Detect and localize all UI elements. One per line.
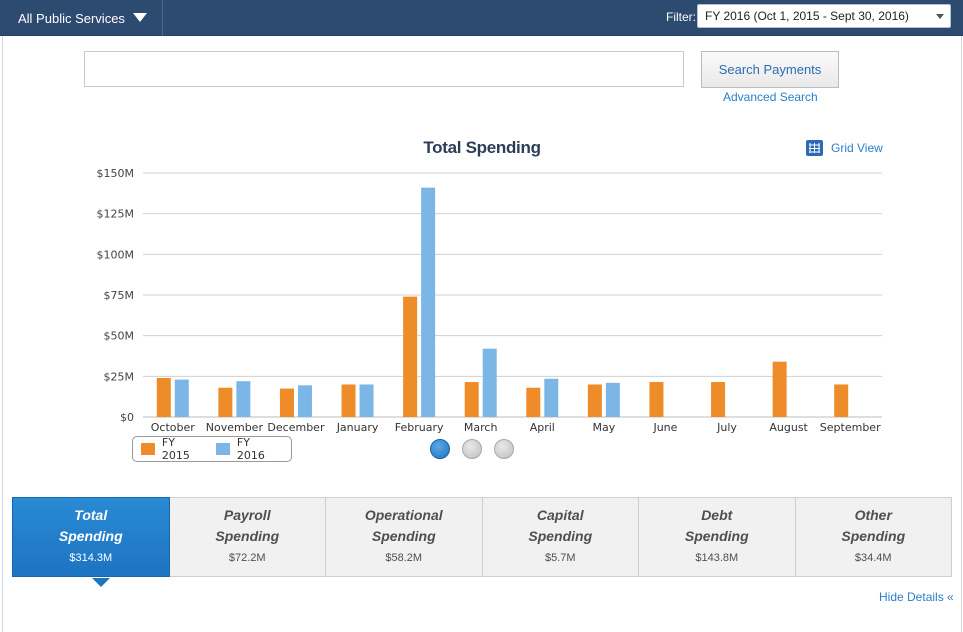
x-tick-label: December (267, 421, 325, 434)
legend-swatch (141, 443, 155, 455)
y-tick-label: $125M (97, 208, 135, 221)
bar-fy-2015 (649, 382, 664, 417)
tab-title-line1: Capital (536, 507, 584, 523)
tab-title-line2: Spending (841, 528, 906, 544)
bar-fy-2015 (711, 382, 726, 417)
tab-title-line1: Total (74, 507, 108, 523)
tab-amount: $5.7M (544, 552, 576, 564)
chart-legend: FY 2015 FY 2016 (132, 436, 292, 462)
tab-title-line2: Spending (528, 528, 593, 544)
bar-fy-2015 (218, 387, 233, 417)
bar-fy-2016 (174, 379, 189, 417)
tab-title-line2: Spending (684, 528, 749, 544)
x-tick-label: February (395, 421, 444, 434)
tab-amount: $314.3M (69, 552, 113, 564)
legend-label: FY 2015 (161, 436, 190, 462)
legend-label: FY 2016 (236, 436, 265, 462)
x-tick-label: September (820, 421, 881, 434)
hide-details-link[interactable]: Hide Details « (879, 590, 954, 604)
tab-amount: $143.8M (695, 552, 739, 564)
x-tick-label: May (593, 421, 616, 434)
y-tick-label: $100M (97, 248, 135, 261)
x-tick-label: November (206, 421, 264, 434)
bar-fy-2015 (772, 361, 787, 417)
bar-fy-2016 (421, 187, 436, 417)
x-tick-label: July (716, 421, 737, 434)
search-input[interactable] (84, 51, 684, 87)
service-dropdown[interactable]: All Public Services (0, 0, 163, 36)
filter-label: Filter: (666, 10, 696, 24)
x-tick-label: August (769, 421, 808, 434)
search-payments-button[interactable]: Search Payments (701, 51, 839, 88)
x-tick-label: January (336, 421, 379, 434)
x-tick-label: March (464, 421, 498, 434)
y-tick-label: $75M (104, 289, 135, 302)
bar-fy-2015 (464, 382, 479, 417)
y-tick-label: $50M (104, 330, 135, 343)
chart-page-dot-3[interactable] (494, 439, 514, 459)
tab-title-line1: Debt (701, 507, 733, 523)
bar-fy-2016 (605, 382, 620, 417)
bar-fy-2015 (526, 387, 541, 417)
grid-view-label: Grid View (831, 141, 883, 155)
filter-selected-value: FY 2016 (Oct 1, 2015 - Sept 30, 2016) (705, 9, 909, 23)
active-tab-pointer (92, 578, 110, 587)
tab-title-line1: Payroll (223, 507, 271, 523)
x-tick-label: April (530, 421, 555, 434)
tab-debt-spending[interactable]: Debt Spending $143.8M (639, 497, 796, 577)
chart-page-dot-1[interactable] (430, 439, 450, 459)
bar-fy-2016 (236, 381, 251, 417)
tab-total-spending[interactable]: Total Spending $314.3M (12, 497, 170, 587)
chart-title: Total Spending (423, 138, 541, 157)
y-tick-label: $0 (120, 411, 134, 424)
bar-fy-2015 (403, 296, 418, 417)
tab-title-line2: Spending (371, 528, 436, 544)
tab-capital-spending[interactable]: Capital Spending $5.7M (482, 497, 639, 577)
x-tick-label: October (151, 421, 195, 434)
legend-item-fy2015[interactable]: FY 2015 (141, 436, 206, 462)
spending-category-tabs: Total Spending $314.3M Payroll Spending … (12, 497, 952, 587)
y-tick-label: $25M (104, 370, 135, 383)
tab-title-line1: Other (854, 507, 892, 523)
caret-down-icon (133, 13, 147, 22)
legend-item-fy2016[interactable]: FY 2016 (216, 436, 281, 462)
x-tick-label: June (652, 421, 677, 434)
bar-fy-2015 (279, 388, 294, 417)
bar-fy-2016 (482, 348, 497, 417)
tab-amount: $72.2M (228, 552, 266, 564)
bar-fy-2016 (359, 384, 374, 417)
grid-view-toggle[interactable]: Grid View (806, 140, 883, 156)
service-dropdown-label: All Public Services (18, 10, 125, 26)
tab-title-line2: Spending (215, 528, 280, 544)
tab-other-spending[interactable]: Other Spending $34.4M (795, 497, 952, 577)
tab-title-line2: Spending (58, 528, 123, 544)
grid-icon (806, 140, 823, 156)
tab-title-line1: Operational (364, 507, 443, 523)
spending-bar-chart: $0 $25M $50M $75M $100M $125M $150M October Nove… (97, 167, 882, 434)
tab-operational-spending[interactable]: Operational Spending $58.2M (326, 497, 483, 577)
top-bar: All Public Services Filter: FY 2016 (Oct… (0, 0, 963, 36)
tab-amount: $58.2M (385, 552, 423, 564)
tab-amount: $34.4M (854, 552, 892, 564)
bar-fy-2016 (544, 378, 559, 417)
bar-fy-2015 (156, 377, 171, 417)
y-tick-label: $150M (97, 167, 135, 180)
legend-swatch (216, 443, 230, 455)
chevron-down-icon (936, 14, 944, 19)
bar-fy-2016 (297, 385, 312, 417)
tab-payroll-spending[interactable]: Payroll Spending $72.2M (169, 497, 326, 577)
page-frame (2, 36, 962, 632)
bar-fy-2015 (587, 384, 602, 417)
fiscal-year-filter-select[interactable]: FY 2016 (Oct 1, 2015 - Sept 30, 2016) (697, 4, 951, 28)
bar-fy-2015 (834, 384, 849, 417)
chart-page-dot-2[interactable] (462, 439, 482, 459)
bar-fy-2015 (341, 384, 356, 417)
advanced-search-link[interactable]: Advanced Search (723, 90, 818, 104)
